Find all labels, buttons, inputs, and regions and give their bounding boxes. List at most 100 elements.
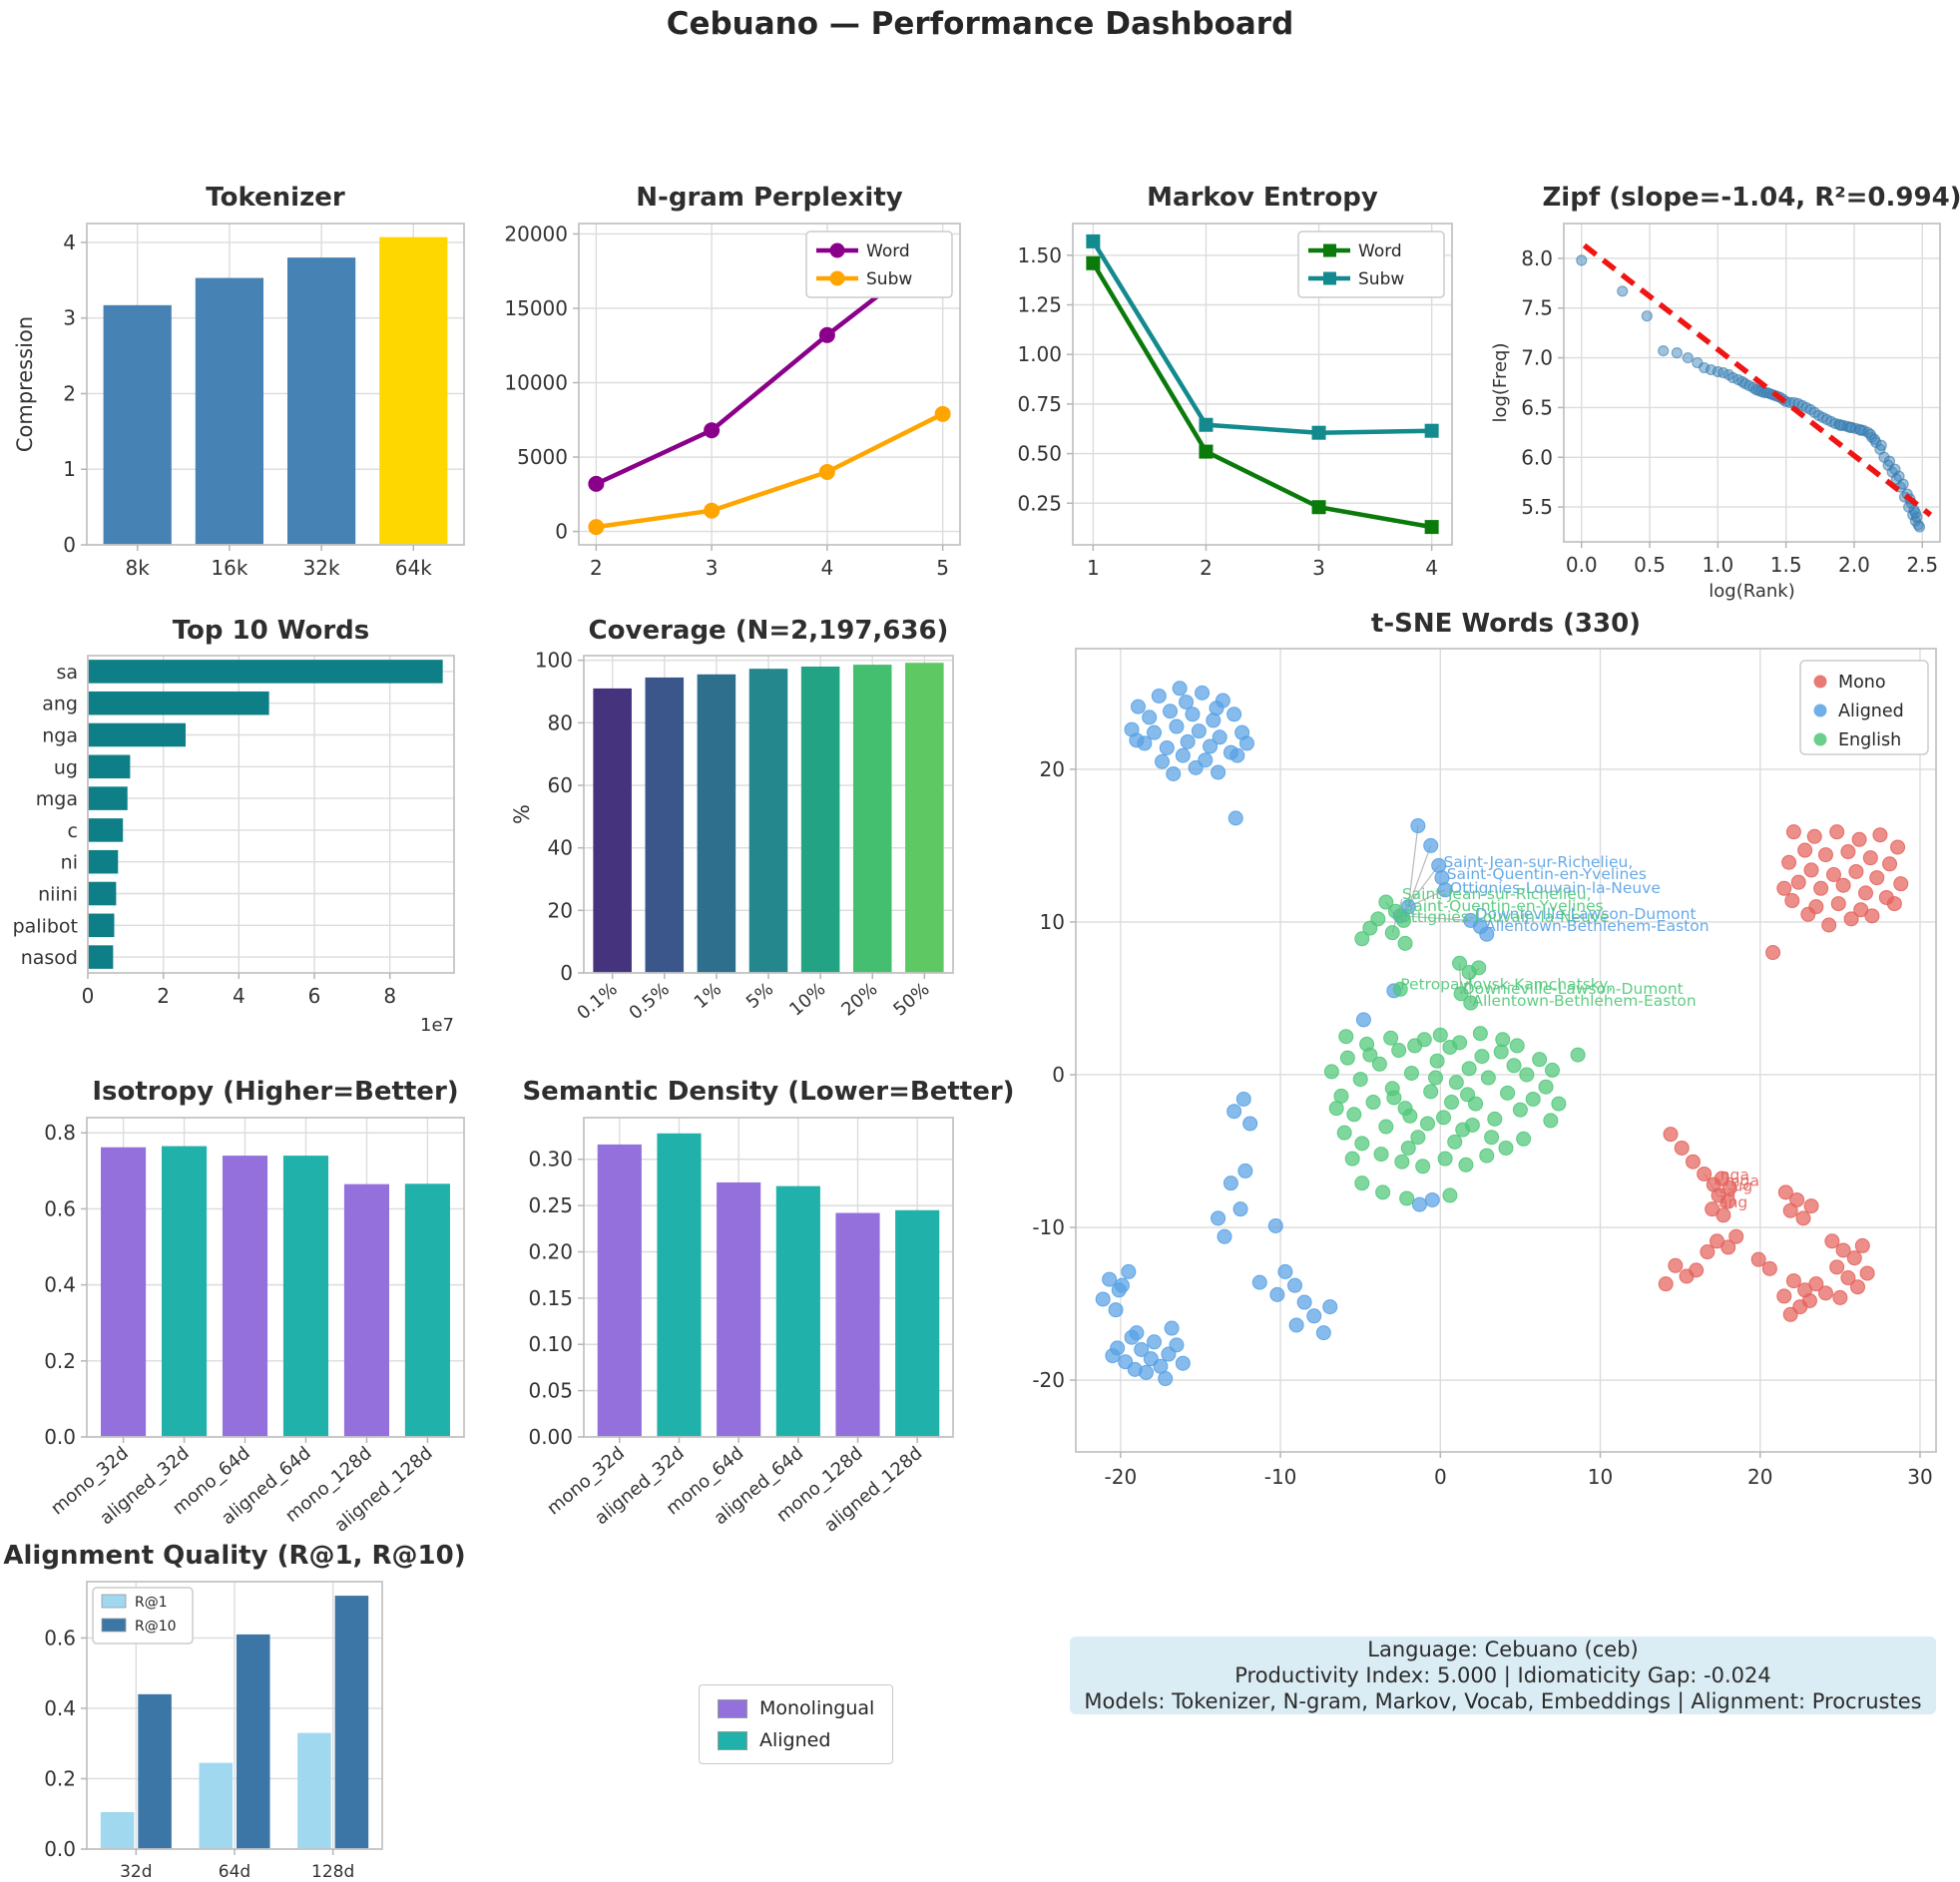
svg-text:1.00: 1.00	[1017, 342, 1062, 366]
svg-text:Alignment Quality (R@1, R@10): Alignment Quality (R@1, R@10)	[3, 1541, 465, 1571]
svg-text:30: 30	[1907, 1465, 1932, 1489]
svg-text:0.0: 0.0	[44, 1837, 76, 1861]
svg-text:0: 0	[560, 961, 573, 985]
svg-text:Saint-Jean-sur-Richelieu,: Saint-Jean-sur-Richelieu,	[1444, 853, 1634, 871]
svg-text:64d: 64d	[219, 1862, 250, 1882]
monolingual-label: Monolingual	[759, 1697, 875, 1719]
svg-text:0.4: 0.4	[44, 1273, 76, 1297]
svg-text:Ottignies-Louvain-la-Neuve: Ottignies-Louvain-la-Neuve	[1450, 879, 1661, 897]
svg-text:10: 10	[1040, 910, 1065, 934]
svg-text:10: 10	[1588, 1465, 1613, 1489]
svg-text:0.6: 0.6	[44, 1626, 76, 1649]
svg-text:Allentown-Bethlehem-Easton: Allentown-Bethlehem-Easton	[1472, 992, 1696, 1010]
svg-text:-20: -20	[1105, 1465, 1138, 1489]
svg-text:0: 0	[63, 533, 76, 557]
svg-text:15000: 15000	[504, 296, 568, 320]
svg-text:2: 2	[63, 381, 76, 405]
svg-text:Zipf (slope=-1.04, R²=0.994): Zipf (slope=-1.04, R²=0.994)	[1542, 183, 1960, 213]
svg-text:-10: -10	[1032, 1215, 1065, 1239]
svg-text:Ottignies-Louvain-la-Neuve: Ottignies-Louvain-la-Neuve	[1399, 908, 1610, 926]
svg-text:6: 6	[308, 984, 321, 1008]
svg-text:0.2: 0.2	[44, 1766, 76, 1790]
svg-text:50%: 50%	[889, 979, 933, 1021]
svg-text:Top 10 Words: Top 10 Words	[173, 616, 370, 646]
svg-text:4: 4	[63, 231, 76, 254]
svg-text:Isotropy (Higher=Better): Isotropy (Higher=Better)	[92, 1077, 458, 1107]
svg-text:sa: sa	[1718, 1182, 1736, 1200]
tsne-legend: Mono Aligned English	[1799, 660, 1929, 755]
svg-text:Downieville-Lawson-Dumont: Downieville-Lawson-Dumont	[1476, 905, 1697, 923]
svg-text:2.0: 2.0	[1838, 553, 1870, 577]
svg-text:Downieville-Lawson-Dumont: Downieville-Lawson-Dumont	[1463, 980, 1684, 998]
svg-text:8k: 8k	[126, 556, 151, 580]
tokenizer-chart: 0 1 2 3 4 8k 16k 32k 64k Compression Tokenizer	[13, 183, 465, 580]
embedding-legend: Monolingual Aligned	[699, 1684, 894, 1764]
svg-text:80: 80	[548, 710, 573, 734]
svg-text:0.6: 0.6	[44, 1196, 76, 1220]
svg-text:5: 5	[936, 556, 949, 580]
svg-text:ni: ni	[61, 852, 78, 874]
svg-text:-20: -20	[1032, 1368, 1065, 1392]
svg-text:2.5: 2.5	[1906, 553, 1938, 577]
svg-text:N-gram Perplexity: N-gram Perplexity	[636, 183, 902, 213]
svg-text:1%: 1%	[691, 979, 726, 1013]
aligned-swatch	[718, 1730, 747, 1750]
monolingual-swatch	[718, 1698, 747, 1718]
svg-text:R@10: R@10	[135, 1619, 177, 1635]
markov-entropy-chart: 0.25 0.50 0.75 1.00 1.25 1.50 1 2 3 4 Word Subw Mark…	[1017, 183, 1453, 580]
svg-text:0: 0	[1434, 1465, 1447, 1489]
svg-text:20%: 20%	[837, 979, 881, 1021]
svg-text:Aligned: Aligned	[1838, 702, 1904, 721]
svg-text:Mono: Mono	[1838, 673, 1886, 693]
aligned-label: Aligned	[759, 1729, 831, 1751]
svg-text:32d: 32d	[120, 1862, 152, 1882]
summary-info-box: Language: Cebuano (ceb) Productivity Ind…	[1070, 1637, 1936, 1714]
svg-text:Subw: Subw	[866, 269, 912, 289]
svg-text:Saint-Quentin-en-Yvelines: Saint-Quentin-en-Yvelines	[1447, 865, 1647, 883]
info-language: Language: Cebuano (ceb)	[1367, 1638, 1639, 1661]
svg-text:%: %	[510, 804, 534, 824]
svg-text:nga: nga	[42, 725, 78, 747]
svg-text:6.5: 6.5	[1521, 395, 1553, 419]
isotropy-chart: 0.00.20.40.60.8mono_32daligned_32dmono_6…	[44, 1077, 465, 1537]
svg-text:0.2: 0.2	[44, 1349, 76, 1373]
svg-text:ang: ang	[42, 694, 78, 715]
svg-text:palibot: palibot	[13, 915, 78, 937]
svg-text:0.0: 0.0	[44, 1425, 76, 1449]
svg-text:100: 100	[535, 649, 573, 673]
info-models: Models: Tokenizer, N-gram, Markov, Vocab…	[1084, 1689, 1922, 1713]
svg-text:60: 60	[548, 773, 573, 797]
svg-text:mga: mga	[1725, 1173, 1759, 1190]
svg-text:0.05: 0.05	[528, 1379, 573, 1403]
svg-text:8.0: 8.0	[1521, 246, 1553, 270]
svg-text:mga: mga	[36, 788, 78, 810]
svg-text:20: 20	[1040, 757, 1065, 781]
svg-text:Word: Word	[866, 241, 910, 261]
svg-text:Saint-Jean-sur-Richelieu,: Saint-Jean-sur-Richelieu,	[1402, 885, 1592, 903]
svg-text:0.30: 0.30	[528, 1148, 573, 1172]
svg-text:0.25: 0.25	[1017, 491, 1062, 515]
svg-text:Word: Word	[1358, 241, 1402, 261]
svg-text:0: 0	[1052, 1063, 1065, 1087]
svg-text:Petropavlovsk-Kamchatsky,: Petropavlovsk-Kamchatsky,	[1400, 975, 1613, 993]
svg-text:0.0: 0.0	[1566, 553, 1598, 577]
svg-text:10%: 10%	[785, 979, 829, 1021]
svg-text:Coverage (N=2,197,636): Coverage (N=2,197,636)	[589, 616, 949, 646]
svg-text:6.0: 6.0	[1521, 445, 1553, 469]
svg-text:0.00: 0.00	[528, 1425, 573, 1449]
svg-text:1e7: 1e7	[420, 1015, 454, 1036]
svg-text:7.5: 7.5	[1521, 296, 1553, 320]
svg-text:0.4: 0.4	[44, 1696, 76, 1720]
svg-text:niini: niini	[38, 884, 78, 906]
svg-text:Semantic Density (Lower=Better: Semantic Density (Lower=Better)	[522, 1077, 1014, 1107]
svg-text:1.0: 1.0	[1702, 553, 1733, 577]
page-title: Cebuano — Performance Dashboard	[666, 6, 1294, 42]
svg-text:0.15: 0.15	[528, 1286, 573, 1310]
svg-text:5%: 5%	[742, 979, 777, 1013]
svg-text:-10: -10	[1264, 1465, 1297, 1489]
svg-text:log(Rank): log(Rank)	[1709, 581, 1794, 602]
svg-text:4: 4	[1425, 556, 1438, 580]
svg-text:0.50: 0.50	[1017, 442, 1062, 466]
svg-text:nasod: nasod	[21, 947, 78, 969]
